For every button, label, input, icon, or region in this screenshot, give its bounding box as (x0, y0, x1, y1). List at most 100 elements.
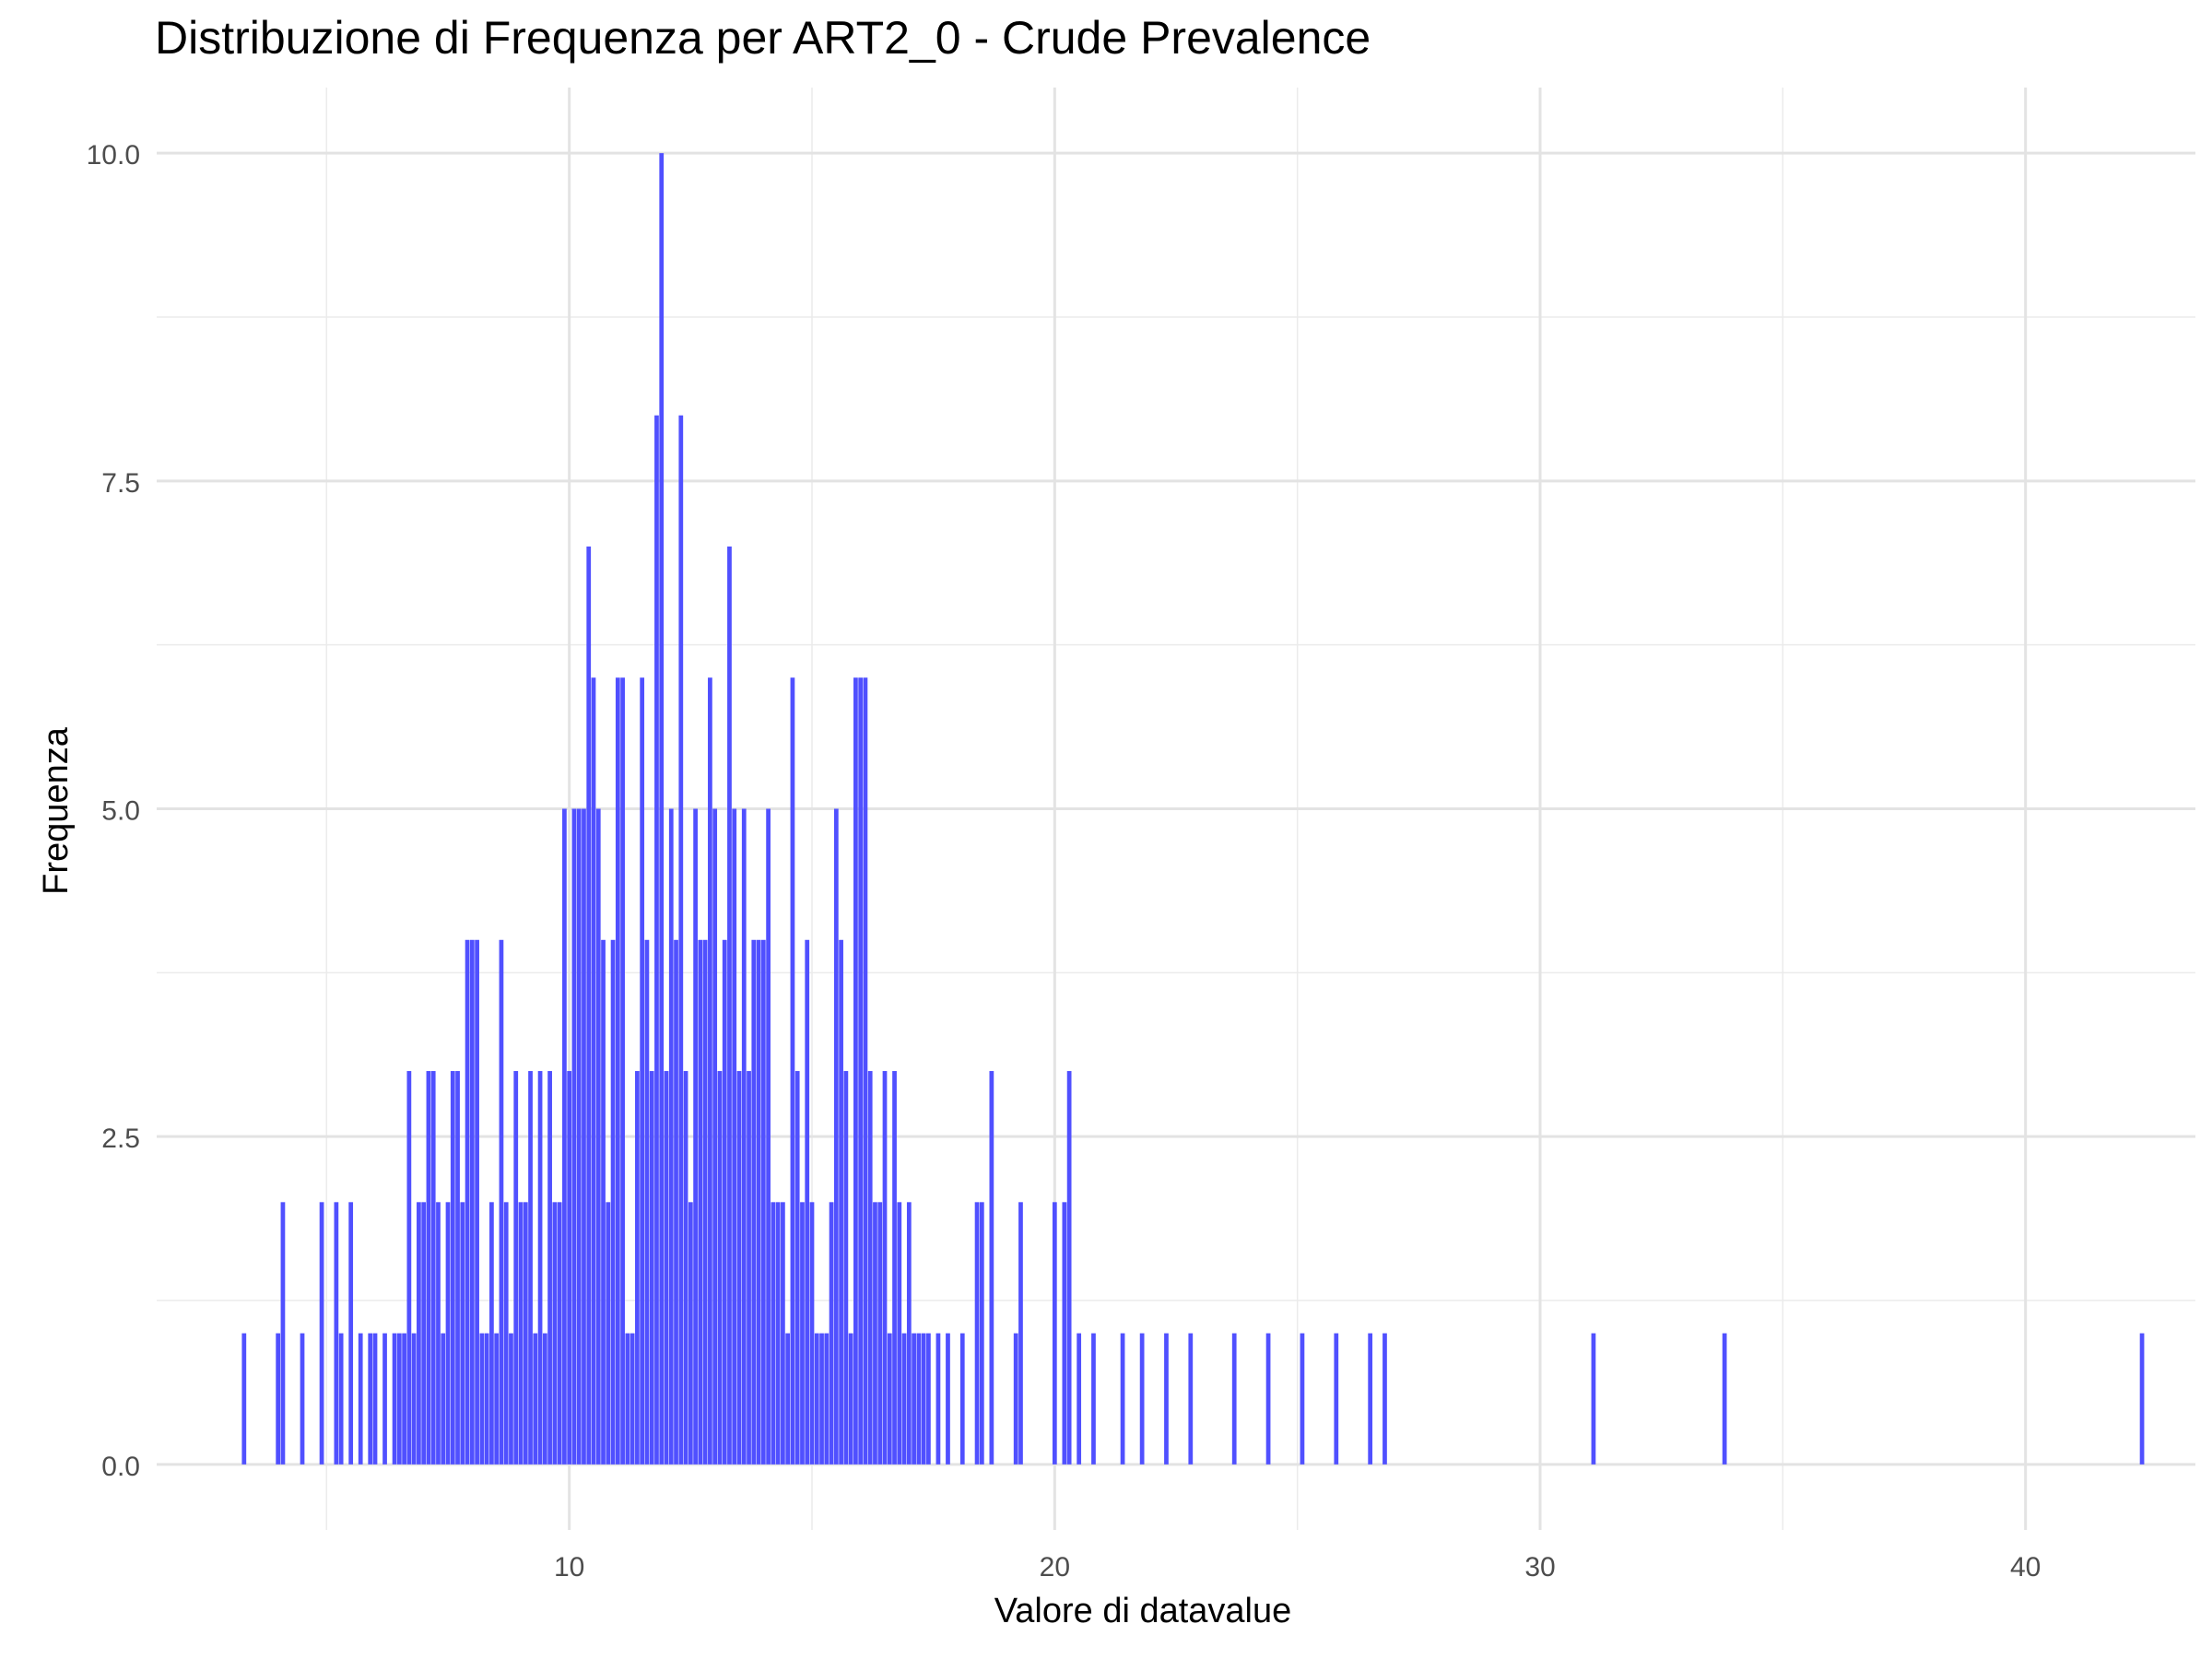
bar (819, 1333, 824, 1465)
bar (916, 1333, 922, 1465)
bar (989, 1071, 994, 1465)
bar (552, 1202, 558, 1465)
bar (863, 677, 868, 1465)
bar (674, 939, 678, 1465)
bar (1052, 1202, 1057, 1465)
bar (785, 1333, 791, 1465)
x-tick-label: 10 (554, 1552, 584, 1583)
y-tick-label: 7.5 (101, 468, 140, 499)
bar (678, 415, 684, 1465)
bar (430, 1071, 436, 1465)
bar (625, 1333, 630, 1465)
x-axis-label: Valore di datavalue (994, 1592, 1292, 1630)
bar (640, 677, 645, 1465)
bar (567, 1071, 572, 1465)
bar (873, 1202, 877, 1465)
bar (436, 1202, 441, 1465)
bar (702, 939, 708, 1465)
bar (533, 1333, 538, 1465)
bar (1062, 1202, 1067, 1465)
bar (824, 1333, 830, 1465)
bar (528, 1071, 533, 1465)
bar (494, 1333, 500, 1465)
bar (455, 1071, 460, 1465)
bar (1231, 1333, 1237, 1465)
bar (489, 1202, 494, 1465)
bar (382, 1333, 387, 1465)
bar (756, 939, 761, 1465)
bar (959, 1333, 965, 1465)
bar (741, 808, 747, 1465)
bar (537, 1071, 543, 1465)
bar (901, 1333, 907, 1465)
bar (1091, 1333, 1096, 1465)
bar (766, 808, 771, 1465)
bar (620, 677, 625, 1465)
x-tick-label: 30 (1524, 1552, 1555, 1583)
bar (688, 1202, 693, 1465)
bar (571, 808, 577, 1465)
bar (421, 1202, 427, 1465)
bar (319, 1202, 324, 1465)
bars (241, 153, 2145, 1465)
bar (800, 1202, 805, 1465)
bar (794, 1071, 800, 1465)
bar (897, 1202, 902, 1465)
bar (775, 1202, 781, 1465)
bar (338, 1333, 344, 1465)
bar (392, 1333, 397, 1465)
y-tick-label: 2.5 (101, 1124, 140, 1154)
bar (747, 1071, 751, 1465)
bar (892, 1071, 897, 1465)
bar (781, 1202, 785, 1465)
bar (732, 808, 737, 1465)
bar (853, 677, 858, 1465)
bar (576, 808, 582, 1465)
bar (717, 1071, 723, 1465)
bar (1334, 1333, 1339, 1465)
bar (771, 1202, 776, 1465)
bar (334, 1202, 339, 1465)
bar (547, 1071, 552, 1465)
bar (912, 1333, 916, 1465)
bar (1188, 1333, 1194, 1465)
bar (867, 1071, 873, 1465)
bar (441, 1333, 446, 1465)
bar (606, 1202, 611, 1465)
bar (1382, 1333, 1387, 1465)
chart-title: Distribuzione di Frequenza per ART2_0 - … (155, 12, 1371, 64)
bar (445, 1202, 451, 1465)
bar (2139, 1333, 2145, 1465)
bar (479, 1333, 485, 1465)
bar (1368, 1333, 1373, 1465)
y-tick-label: 5.0 (101, 796, 140, 827)
bar (591, 677, 596, 1465)
bar (1066, 1071, 1072, 1465)
bar (610, 939, 616, 1465)
bar (635, 1071, 640, 1465)
bar (921, 1333, 926, 1465)
bar (426, 1071, 431, 1465)
bar (926, 1333, 931, 1465)
bar (659, 153, 665, 1465)
bar (465, 939, 470, 1465)
bar (460, 1202, 465, 1465)
bar (935, 1333, 941, 1465)
bar (1722, 1333, 1727, 1465)
bar (693, 808, 698, 1465)
bar (654, 415, 659, 1465)
bar (809, 1202, 815, 1465)
bar (348, 1202, 354, 1465)
y-tick-label: 10.0 (87, 140, 140, 171)
bar (601, 939, 606, 1465)
y-axis-label: Frequenza (37, 727, 76, 895)
bar (1164, 1333, 1169, 1465)
bar (358, 1333, 363, 1465)
bar (906, 1202, 912, 1465)
bar (406, 1071, 412, 1465)
bar (708, 677, 712, 1465)
bar (518, 1202, 524, 1465)
bar (887, 1333, 892, 1465)
bar (1013, 1333, 1018, 1465)
